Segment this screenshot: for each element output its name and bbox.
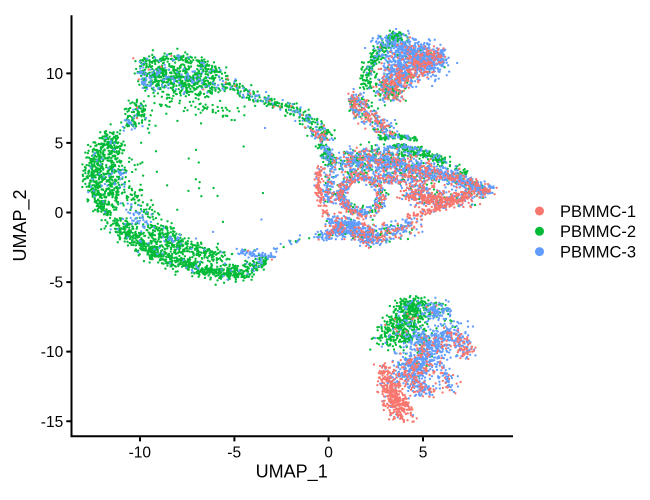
svg-text:PBMMC-2: PBMMC-2 [560,223,636,241]
svg-text:0: 0 [324,445,333,462]
svg-text:10: 10 [46,66,64,83]
svg-text:-5: -5 [227,445,241,462]
svg-text:PBMMC-3: PBMMC-3 [560,244,636,262]
svg-text:-5: -5 [49,275,63,292]
svg-text:-15: -15 [41,414,63,431]
svg-text:-10: -10 [129,445,152,462]
svg-text:UMAP_1: UMAP_1 [256,461,328,482]
svg-text:UMAP_2: UMAP_2 [10,189,31,261]
svg-text:5: 5 [419,445,428,462]
svg-text:0: 0 [55,205,64,222]
svg-text:5: 5 [55,136,64,153]
svg-text:-10: -10 [41,344,64,361]
svg-text:PBMMC-1: PBMMC-1 [560,203,636,221]
